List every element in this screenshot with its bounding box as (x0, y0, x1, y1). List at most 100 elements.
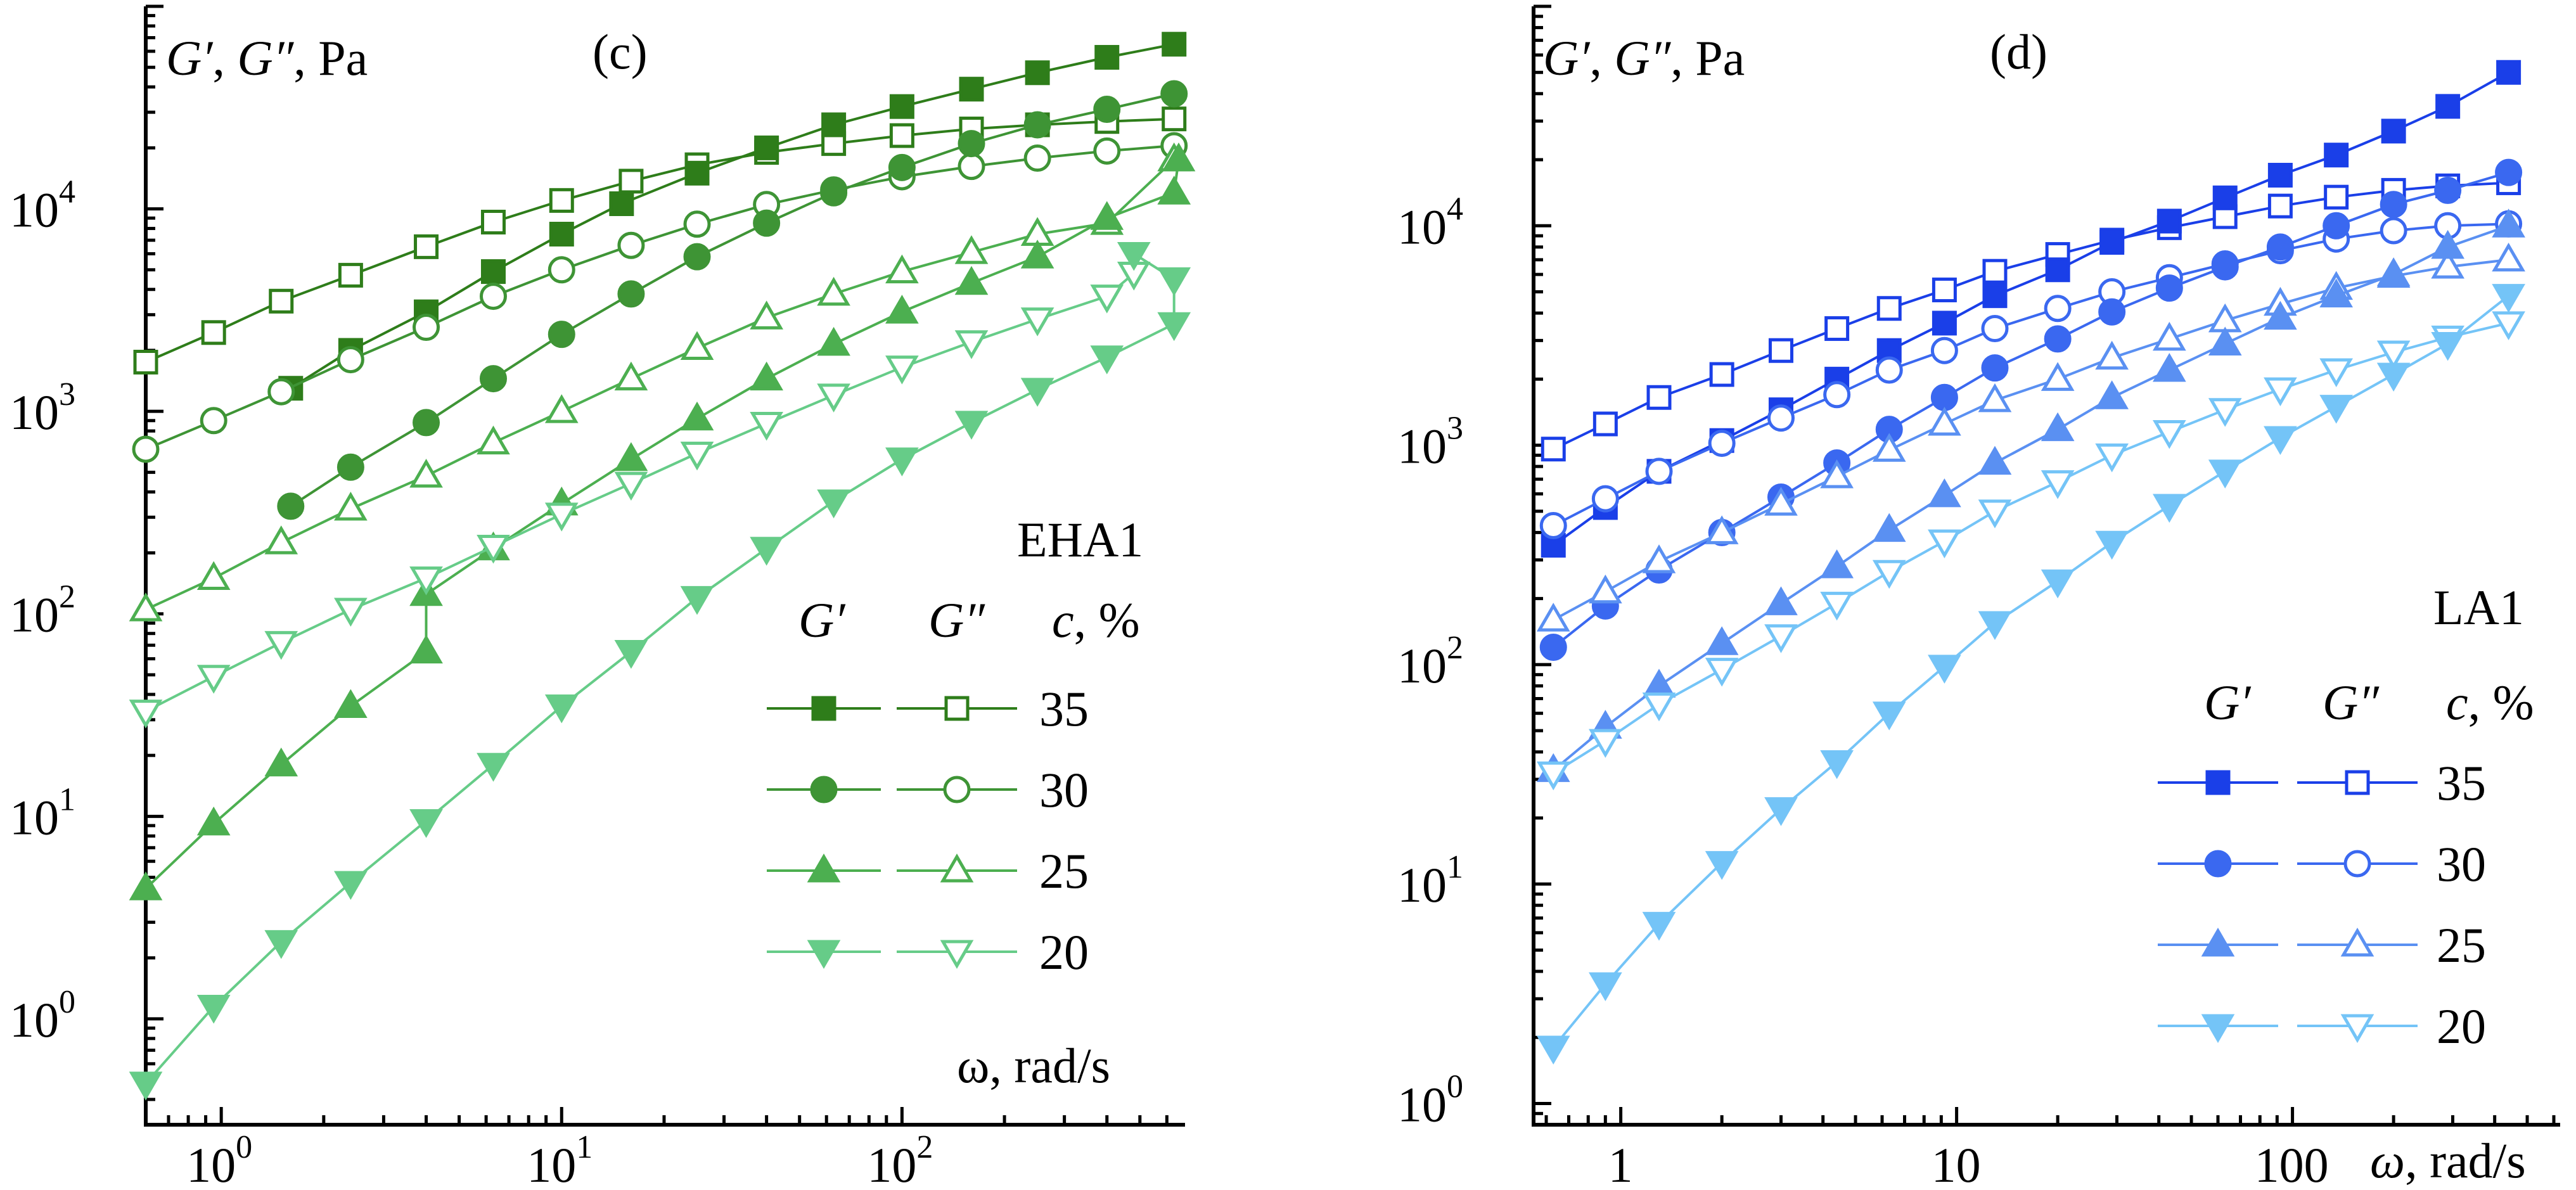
panel-d-legend-conc-35: 35 (2437, 755, 2486, 810)
panel-d-series-20-point (2208, 398, 2242, 427)
panel-d-series-35-point (1932, 278, 1957, 303)
panel-d-series-30-point (1875, 356, 1903, 384)
panel-c-series-20-point (409, 809, 443, 838)
panel-c-series-20-point (680, 442, 714, 471)
panel-d-series-20-point (2041, 470, 2075, 499)
panel-d-series-25-point (2152, 321, 2186, 351)
panel-d-series-35-point (2267, 193, 2293, 219)
panel-d-series-30-point (1930, 383, 1958, 411)
panel-d-series-35-point (2496, 60, 2522, 85)
panel-c-series-35-point (338, 262, 363, 288)
panel-d-series-20-point (2152, 494, 2186, 523)
panel-d-legend: LA1 G′ G″ c, % 35 30 25 20 (2158, 580, 2534, 1054)
panel-d-series-35-point (2212, 185, 2238, 210)
panel-c-series-20-point (954, 411, 989, 440)
panel-d-series-25-point (1928, 407, 1961, 436)
panel-d-series-20-point (1705, 658, 1739, 687)
panel-d-series-20-point (1642, 692, 1676, 722)
panel-d-series-35-point (1876, 296, 1902, 321)
panel-d-series-20-point (2264, 377, 2297, 407)
panel-c-series-20-point (477, 753, 510, 782)
panel-d-legend-conc-20: 20 (2437, 999, 2486, 1054)
panel-d-series-20-point (1764, 624, 1798, 653)
panel-c-y-tick-label: 104 (10, 174, 75, 238)
panel-d-x-tick-label: 1 (1608, 1137, 1633, 1190)
panel-d-label: (d) (1990, 24, 2047, 79)
panel-c-series-30-point (479, 283, 507, 310)
panel-c-series-30-point (683, 210, 711, 238)
panel-d-series-30-point (2098, 298, 2126, 326)
panel-c-series-20-point (1117, 241, 1151, 271)
legend-marker-open (2340, 928, 2374, 957)
panel-d-series-20-point (1536, 761, 1570, 791)
panel-d-series-20-point (2041, 569, 2075, 599)
panel-d-y-tick-label: 104 (1397, 191, 1463, 254)
panel-d-series-25-point (2095, 340, 2129, 370)
panel-d-series-25-point (1705, 515, 1739, 544)
panel-d-series-30-point (2380, 191, 2407, 219)
panel-c-y-tick-label: 100 (10, 984, 75, 1047)
panel-c-series-25-point (409, 634, 443, 664)
panel-c-series-25-point (196, 806, 231, 836)
panel-c-y-tick-label: 101 (10, 781, 75, 845)
panel-c-series-25-point (196, 561, 231, 590)
panel-d-series-30-line (1553, 171, 2509, 648)
panel-d-series-20-gprime (1536, 284, 2525, 1065)
panel-d-series-30-point (1767, 404, 1795, 432)
panel-c-series-30-point (1093, 96, 1121, 124)
panel-d-series-20-gdoubleprime (1536, 311, 2525, 791)
panel-d-series-20-point (2152, 420, 2186, 449)
panel-c-series-25-gprime (129, 142, 1196, 900)
panel-c-series-20-point (409, 566, 443, 596)
panel-c-x-tick-label: 102 (867, 1129, 933, 1190)
panel-d-legend-row-35: 35 (2158, 755, 2486, 810)
panel-d-series-30-point (2266, 233, 2294, 261)
panel-d-series-20-point (2492, 284, 2525, 313)
panel-c-x-tick-label: 101 (527, 1129, 593, 1190)
panel-c-series-20-gdoubleprime (129, 261, 1151, 729)
panel-d-series-20-point (1978, 611, 2012, 640)
panel-d-series-30-point (1708, 430, 1736, 457)
panel-d-series-35-point (2324, 184, 2349, 210)
panel-c-series-20-line (145, 272, 1135, 713)
panel-c-series-30-point (336, 346, 364, 374)
panel-c-series-20-point (817, 383, 850, 413)
panel-d-series-35-point (2099, 230, 2125, 255)
panel-d-series-30-gprime (1539, 158, 2523, 661)
panel-c-series-25-point (129, 592, 163, 622)
panel-d: 100 101 102 103 104 1 10 100 G′, G″, Pa (d) ω, … (1397, 4, 2560, 1190)
panel-d-series-25-point (2431, 229, 2464, 259)
panel-d-series-35-point (2156, 208, 2182, 234)
panel-d-legend-gdoubleprime-header: G″ (2323, 675, 2380, 730)
panel-c-series-35-line (145, 117, 1174, 364)
panel-d-series-30-point (1823, 381, 1851, 409)
panel-d-series-20-point (2376, 340, 2411, 370)
panel-c-legend-row-20: 20 (767, 924, 1089, 980)
panel-d-series-25-line (1553, 258, 2509, 621)
panel-d-series-25-point (2041, 362, 2075, 391)
panel-d-series-25-point (1928, 478, 1961, 508)
panel-d-series-25-point (2095, 380, 2129, 409)
panel-d-series-25-gdoubleprime (1536, 242, 2525, 632)
panel-c-series-20-point (264, 930, 298, 959)
panel-c-legend-gdoubleprime-header: G″ (928, 592, 985, 648)
panel-d-series-25-point (1820, 459, 1854, 489)
panel-c-legend-conc-header: c, % (1052, 592, 1140, 648)
panel-d-series-25-point (1872, 513, 1906, 542)
panel-d-series-35-point (1982, 259, 2008, 284)
panel-c-y-tick-label: 102 (10, 579, 75, 643)
panel-d-y-tick-label: 102 (1397, 630, 1463, 693)
panel-c-series-35-point (201, 320, 226, 345)
panel-c-series-30-point (1023, 111, 1051, 139)
panel-d-series-25-point (1589, 574, 1622, 604)
panel-d-series-20-point (2492, 311, 2525, 340)
panel-c-series-25-point (129, 871, 163, 900)
panel-d-legend-conc-25: 25 (2437, 918, 2486, 973)
panel-c-series-30-point (617, 231, 645, 259)
legend-marker-open (944, 696, 970, 721)
panel-c-legend-conc-20: 20 (1039, 924, 1089, 980)
panel-d-series-35-point (2381, 118, 2406, 144)
panel-c-series-35-point (1162, 106, 1187, 132)
panel-c-series-20-point (477, 534, 510, 564)
